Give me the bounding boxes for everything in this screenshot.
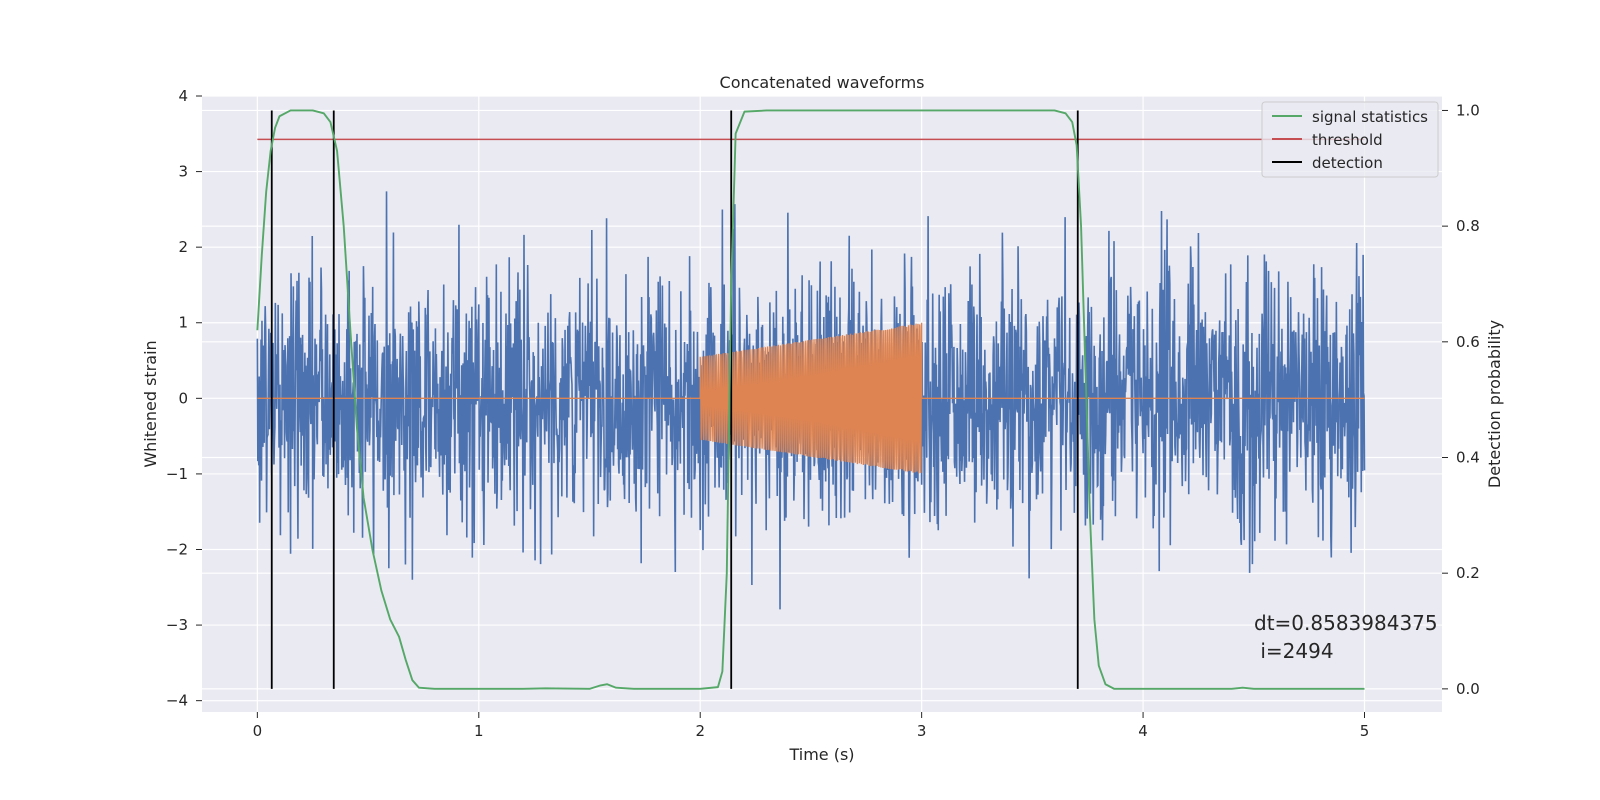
- y-axis-label-left: Whitened strain: [141, 340, 160, 467]
- y-left-tick-label: −4: [166, 692, 188, 710]
- annotation-dt: dt=0.8583984375: [1254, 611, 1438, 635]
- y-right-tick-label: 0.2: [1456, 564, 1480, 582]
- y-left-tick-label: 4: [178, 87, 188, 105]
- legend: signal statistics threshold detection: [1261, 101, 1439, 178]
- x-tick-label: 5: [1360, 722, 1370, 740]
- y-right-tick-label: 0.4: [1456, 449, 1480, 467]
- y-left-tick-label: −2: [166, 540, 188, 558]
- x-tick-label: 1: [474, 722, 484, 740]
- x-tick-label: 3: [917, 722, 927, 740]
- y-right-tick-label: 0.8: [1456, 217, 1480, 235]
- annotation-i: i=2494: [1254, 639, 1334, 663]
- chart-title: Concatenated waveforms: [720, 73, 925, 92]
- legend-box: [1261, 101, 1439, 178]
- y-right-tick-label: 1.0: [1456, 101, 1480, 119]
- y-axis-label-right: Detection probability: [1485, 320, 1504, 488]
- x-tick-label: 0: [253, 722, 263, 740]
- y-left-tick-label: 2: [178, 238, 188, 256]
- y-left-tick-label: 1: [178, 314, 188, 332]
- y-right-tick-label: 0.6: [1456, 333, 1480, 351]
- y-left-tick-label: 0: [178, 389, 188, 407]
- legend-label-threshold: threshold: [1312, 131, 1383, 149]
- x-tick-label: 4: [1138, 722, 1148, 740]
- tick-layer: 0 1 2 3 4 5 4 3 2 1 0 −1 −2 −3 −4 1.0 0.8 0.6 0.4 0.2 0.0: [166, 87, 1480, 740]
- x-axis-label: Time (s): [788, 745, 854, 764]
- legend-label-signal-statistics: signal statistics: [1312, 108, 1428, 126]
- data-layer: [256, 109, 1366, 690]
- series-injection-line: [257, 322, 1365, 474]
- y-right-tick-label: 0.0: [1456, 680, 1480, 698]
- x-tick-label: 2: [695, 722, 705, 740]
- y-left-tick-label: 3: [178, 163, 188, 181]
- y-left-tick-label: −1: [166, 465, 188, 483]
- legend-label-detection: detection: [1312, 154, 1383, 172]
- series-signal-statistics-line: [256, 109, 1365, 690]
- y-left-tick-label: −3: [166, 616, 188, 634]
